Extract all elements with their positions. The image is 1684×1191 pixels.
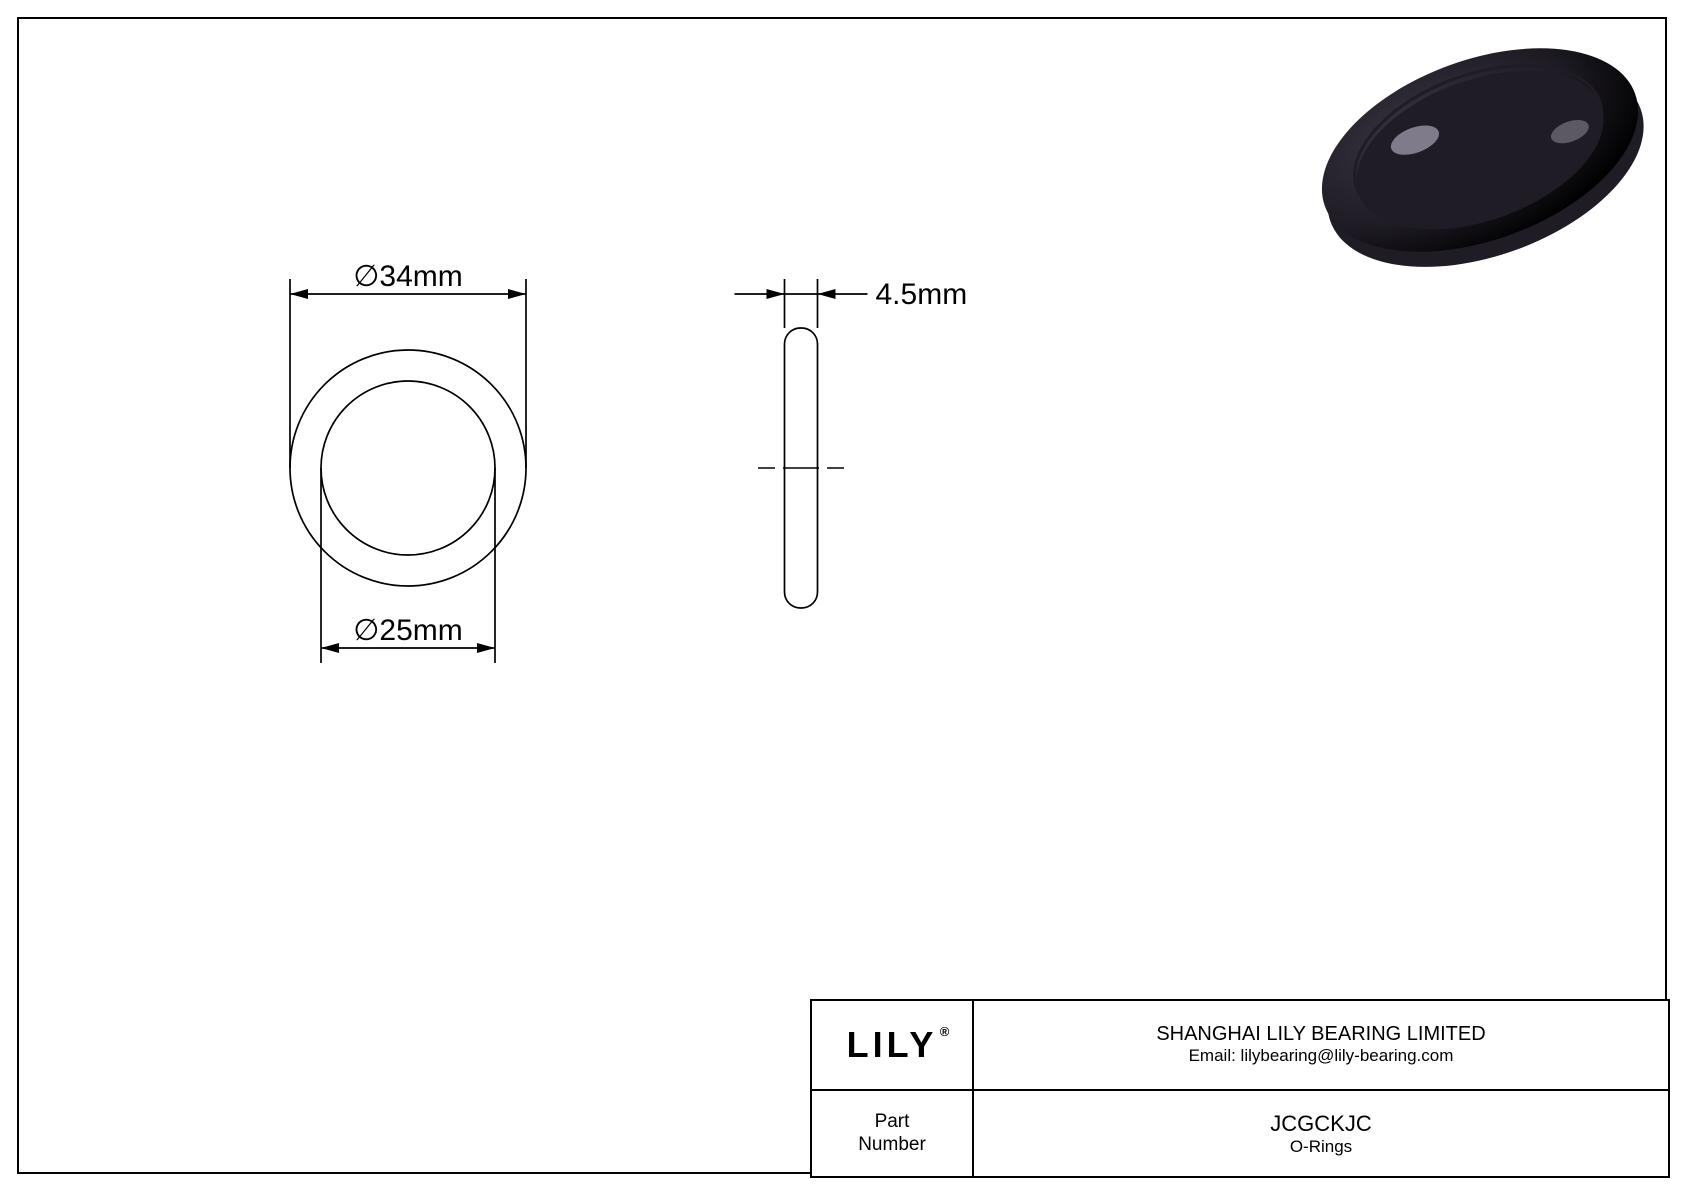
company-name: SHANGHAI LILY BEARING LIMITED: [1156, 1023, 1485, 1046]
drawing-page: ∅34mm ∅25mm 4.5mm LILY ® SHANGHAI LILY BEA…: [0, 0, 1684, 1191]
logo-label: LILY: [847, 1024, 938, 1065]
logo-cell: LILY ®: [812, 1001, 974, 1089]
title-block: LILY ® SHANGHAI LILY BEARING LIMITED Ema…: [810, 999, 1670, 1178]
svg-text:∅25mm: ∅25mm: [353, 614, 462, 647]
registered-icon: ®: [940, 1024, 954, 1039]
svg-text:∅34mm: ∅34mm: [353, 260, 462, 293]
company-cell: SHANGHAI LILY BEARING LIMITED Email: lil…: [974, 1001, 1668, 1089]
part-number-value-cell: JCGCKJC O-Rings: [974, 1091, 1668, 1179]
company-email: Email: lilybearing@lily-bearing.com: [1189, 1046, 1454, 1066]
part-number-label: PartNumber: [858, 1111, 926, 1157]
part-description: O-Rings: [1290, 1137, 1352, 1157]
part-number-label-cell: PartNumber: [812, 1091, 974, 1179]
svg-text:4.5mm: 4.5mm: [876, 278, 968, 311]
title-block-row-1: LILY ® SHANGHAI LILY BEARING LIMITED Ema…: [812, 1001, 1668, 1089]
title-block-row-2: PartNumber JCGCKJC O-Rings: [812, 1089, 1668, 1179]
part-number-value: JCGCKJC: [1270, 1111, 1371, 1137]
logo-text: LILY ®: [847, 1024, 938, 1066]
